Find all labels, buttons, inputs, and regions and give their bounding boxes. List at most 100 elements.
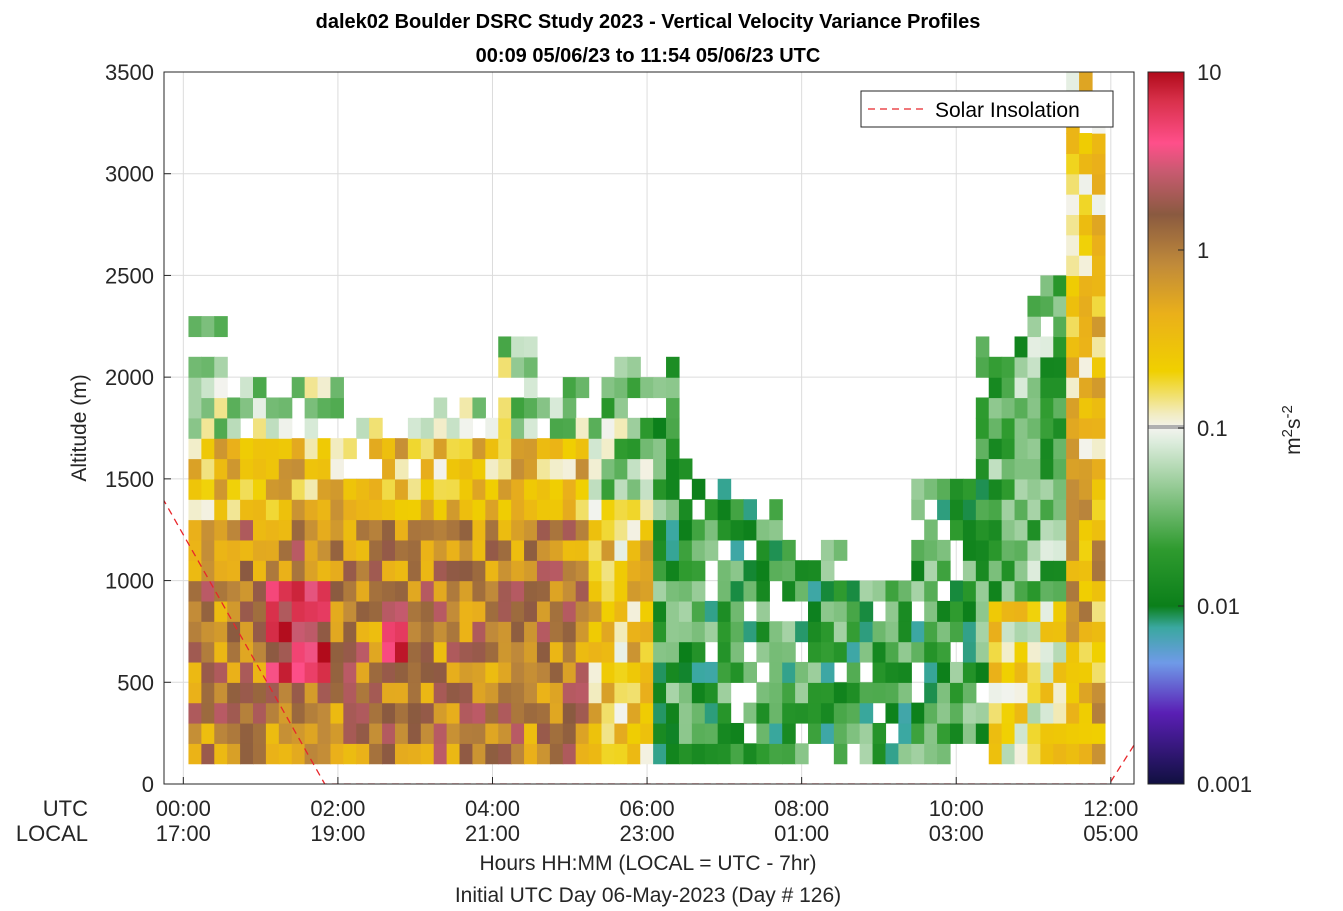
heatmap-cell [201, 661, 215, 683]
heatmap-cell [975, 580, 990, 602]
heatmap-cell [1014, 539, 1029, 561]
heatmap-cell [549, 539, 564, 561]
heatmap-cell [253, 560, 267, 582]
x-axis-label: Hours HH:MM (LOCAL = UTC - 7hr) [479, 852, 816, 875]
heatmap-cell [1040, 682, 1054, 704]
heatmap-cell [962, 621, 977, 643]
heatmap-cell [201, 539, 215, 561]
heatmap-cell [188, 702, 202, 724]
heatmap-cell [253, 499, 267, 521]
heatmap-cell [950, 621, 964, 643]
heatmap-cell [549, 702, 564, 724]
heatmap-cell [769, 743, 783, 765]
heatmap-cell [627, 682, 641, 704]
heatmap-cell [201, 722, 215, 744]
heatmap-cell [640, 438, 654, 460]
heatmap-cell [446, 621, 461, 643]
heatmap-cell [1066, 397, 1080, 419]
heatmap-cell [524, 621, 538, 643]
heatmap-cell [201, 519, 215, 541]
heatmap-cell [304, 539, 319, 561]
heatmap-cell [1001, 580, 1016, 602]
heatmap-cell [1014, 661, 1029, 683]
heatmap-cell [846, 621, 861, 643]
heatmap-cell [820, 539, 835, 561]
heatmap-cell [1014, 702, 1029, 724]
heatmap-cell [188, 539, 202, 561]
heatmap-cell [1014, 560, 1029, 582]
heatmap-cell [433, 478, 448, 500]
heatmap-cell [382, 743, 396, 765]
heatmap-cell [1066, 621, 1080, 643]
heatmap-cell [588, 600, 603, 622]
heatmap-cell [524, 743, 538, 765]
heatmap-cell [588, 621, 603, 643]
heatmap-cell [666, 621, 680, 643]
heatmap-cell [420, 641, 435, 663]
heatmap-cell [1040, 702, 1054, 724]
heatmap-cell [743, 702, 757, 724]
colorbar-tick-label: 0.01 [1197, 594, 1240, 619]
heatmap-cell [640, 519, 654, 541]
heatmap-cell [950, 682, 964, 704]
heatmap-cell [278, 621, 293, 643]
heatmap-cell [1079, 519, 1093, 541]
heatmap-cell [485, 438, 499, 460]
heatmap-cell [278, 600, 293, 622]
heatmap-cell [394, 600, 409, 622]
heatmap-cell [691, 539, 706, 561]
heatmap-cell [446, 539, 461, 561]
heatmap-cell [1079, 682, 1093, 704]
heatmap-cell [704, 682, 719, 704]
heatmap-cell [201, 560, 215, 582]
heatmap-cell [872, 722, 887, 744]
heatmap-cell [975, 560, 990, 582]
heatmap-cell [575, 519, 590, 541]
heatmap-cell [678, 499, 693, 521]
heatmap-cell [549, 661, 564, 683]
colorbar-unit-label: m2s-2 [1279, 405, 1305, 455]
heatmap-cell [369, 580, 383, 602]
heatmap-cell [666, 539, 680, 561]
heatmap-cell [1066, 234, 1080, 256]
heatmap-cell [382, 580, 396, 602]
heatmap-cell [459, 661, 474, 683]
heatmap-cell [265, 519, 280, 541]
heatmap-cell [304, 722, 319, 744]
heatmap-cell [369, 438, 383, 460]
heatmap-cell [394, 438, 409, 460]
heatmap-cell [356, 580, 370, 602]
heatmap-cell [1053, 743, 1067, 765]
y-tick-label: 500 [117, 670, 154, 695]
heatmap-cell [678, 600, 693, 622]
heatmap-cell [369, 600, 383, 622]
heatmap-cell [394, 722, 409, 744]
heatmap-cell [1014, 438, 1029, 460]
heatmap-cell [291, 641, 306, 663]
heatmap-cell [317, 621, 332, 643]
heatmap-cell [911, 702, 925, 724]
heatmap-cell [369, 661, 383, 683]
y-tick-label: 3000 [105, 162, 154, 187]
heatmap-cell [536, 682, 551, 704]
heatmap-cell [446, 417, 461, 439]
heatmap-cell [575, 743, 590, 765]
heatmap-cell [820, 682, 835, 704]
heatmap-cell [369, 519, 383, 541]
heatmap-cell [666, 478, 680, 500]
heatmap-cell [459, 438, 474, 460]
heatmap-cell [730, 641, 745, 663]
heatmap-cell [859, 743, 874, 765]
heatmap-cell [885, 682, 899, 704]
heatmap-cell [536, 539, 551, 561]
heatmap-cell [1066, 194, 1080, 215]
heatmap-cell [214, 743, 228, 765]
heatmap-cell [524, 336, 538, 358]
heatmap-cell [898, 682, 912, 704]
heatmap-cell [562, 397, 577, 419]
heatmap-cell [950, 519, 964, 541]
heatmap-cell [820, 600, 835, 622]
heatmap-cell [1066, 499, 1080, 521]
heatmap-cell [1053, 478, 1067, 500]
heatmap-cell [304, 702, 319, 724]
